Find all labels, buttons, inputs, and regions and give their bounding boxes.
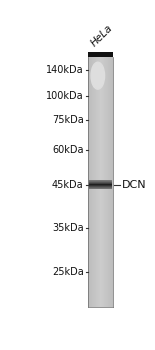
Bar [89, 52, 113, 57]
Bar [110, 57, 111, 307]
Bar [104, 57, 105, 307]
Text: 35kDa: 35kDa [52, 223, 84, 233]
Text: DCN: DCN [122, 180, 146, 190]
Bar [98, 57, 99, 307]
Bar [108, 57, 109, 307]
Text: 75kDa: 75kDa [52, 115, 84, 125]
Ellipse shape [91, 62, 105, 89]
Bar [108, 57, 109, 307]
Bar [91, 57, 92, 307]
Bar [89, 57, 90, 307]
Bar [101, 57, 102, 307]
Bar [107, 57, 108, 307]
Bar [103, 57, 104, 307]
Bar [97, 57, 98, 307]
Text: 140kDa: 140kDa [46, 65, 84, 75]
Bar [110, 57, 111, 307]
Bar [93, 57, 94, 307]
Bar [94, 57, 95, 307]
Text: 25kDa: 25kDa [52, 267, 84, 276]
Bar [90, 57, 91, 307]
Bar [96, 57, 97, 307]
Bar [94, 57, 95, 307]
Bar [98, 57, 99, 307]
Bar [96, 57, 97, 307]
Bar [95, 57, 96, 307]
Text: 45kDa: 45kDa [52, 180, 84, 190]
Bar [99, 57, 100, 307]
Bar [109, 57, 110, 307]
Bar [100, 57, 101, 307]
Bar [91, 57, 92, 307]
Bar [92, 57, 93, 307]
Bar [103, 57, 104, 307]
Text: 60kDa: 60kDa [52, 145, 84, 155]
Bar [105, 57, 106, 307]
Bar [105, 57, 106, 307]
Bar [112, 57, 113, 307]
Bar [106, 57, 107, 307]
Bar [100, 57, 101, 307]
Bar [102, 57, 103, 307]
Bar [89, 57, 90, 307]
Bar [92, 57, 93, 307]
Bar [90, 57, 91, 307]
Bar [111, 57, 112, 307]
Bar [97, 57, 98, 307]
Text: 100kDa: 100kDa [46, 91, 84, 101]
Bar [95, 57, 96, 307]
Bar [102, 57, 103, 307]
Bar [104, 57, 105, 307]
Bar [101, 57, 102, 307]
Bar [93, 57, 94, 307]
Bar [109, 57, 110, 307]
Text: HeLa: HeLa [89, 23, 115, 49]
Bar [99, 57, 100, 307]
